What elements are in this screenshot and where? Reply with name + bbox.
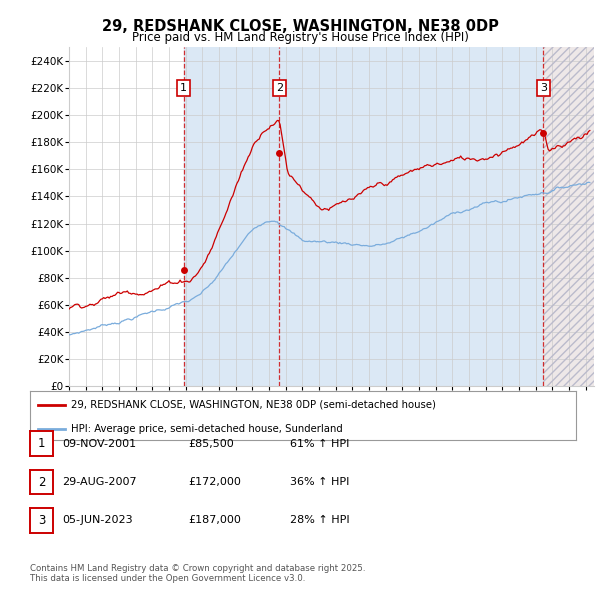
Text: 2: 2 bbox=[38, 476, 45, 489]
Text: £85,500: £85,500 bbox=[188, 439, 233, 448]
Text: £187,000: £187,000 bbox=[188, 516, 241, 525]
Text: 2: 2 bbox=[276, 83, 283, 93]
Bar bbox=[544, 47, 594, 386]
Text: 1: 1 bbox=[38, 437, 45, 450]
Text: 3: 3 bbox=[38, 514, 45, 527]
Text: 29-AUG-2007: 29-AUG-2007 bbox=[62, 477, 136, 487]
Text: 28% ↑ HPI: 28% ↑ HPI bbox=[290, 516, 349, 525]
Text: 29, REDSHANK CLOSE, WASHINGTON, NE38 0DP (semi-detached house): 29, REDSHANK CLOSE, WASHINGTON, NE38 0DP… bbox=[71, 399, 436, 409]
Bar bbox=[544, 47, 594, 386]
Text: 61% ↑ HPI: 61% ↑ HPI bbox=[290, 439, 349, 448]
Text: 29, REDSHANK CLOSE, WASHINGTON, NE38 0DP: 29, REDSHANK CLOSE, WASHINGTON, NE38 0DP bbox=[101, 19, 499, 34]
Text: 36% ↑ HPI: 36% ↑ HPI bbox=[290, 477, 349, 487]
Text: Contains HM Land Registry data © Crown copyright and database right 2025.
This d: Contains HM Land Registry data © Crown c… bbox=[30, 563, 365, 583]
Text: HPI: Average price, semi-detached house, Sunderland: HPI: Average price, semi-detached house,… bbox=[71, 424, 343, 434]
Text: 1: 1 bbox=[180, 83, 187, 93]
Text: 3: 3 bbox=[540, 83, 547, 93]
Text: £172,000: £172,000 bbox=[188, 477, 241, 487]
Text: 09-NOV-2001: 09-NOV-2001 bbox=[62, 439, 136, 448]
Text: 05-JUN-2023: 05-JUN-2023 bbox=[62, 516, 133, 525]
Text: Price paid vs. HM Land Registry's House Price Index (HPI): Price paid vs. HM Land Registry's House … bbox=[131, 31, 469, 44]
Bar bbox=[184, 47, 544, 386]
